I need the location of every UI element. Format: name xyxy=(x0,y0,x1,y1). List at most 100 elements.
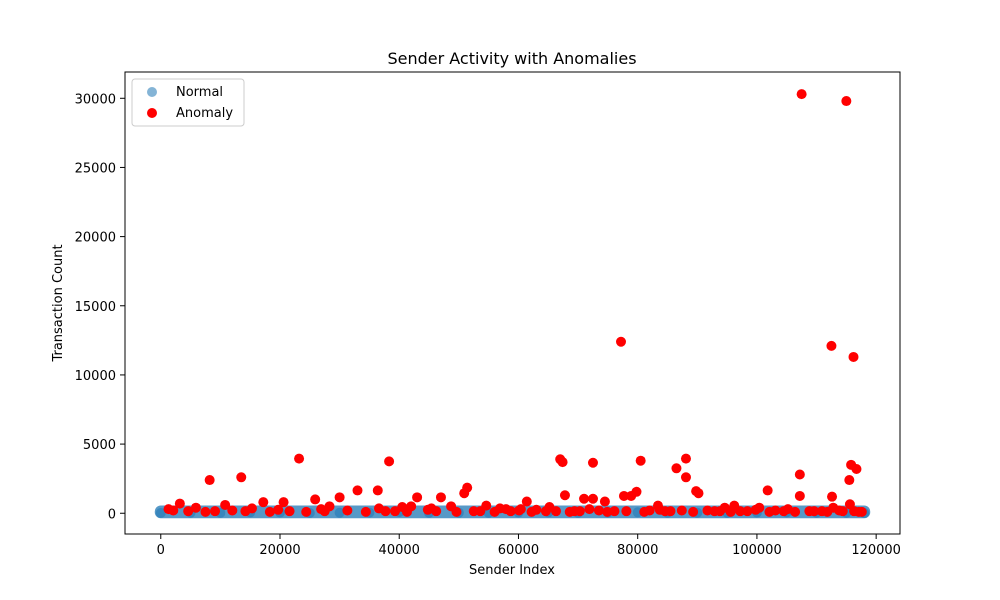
anomaly-point xyxy=(822,506,833,517)
anomaly-point xyxy=(264,506,275,517)
anomaly-point xyxy=(301,506,312,517)
x-axis: 0 20000 40000 60000 80000 100000 120000 xyxy=(157,534,901,558)
x-tick-label: 100000 xyxy=(732,543,782,558)
legend-marker-normal xyxy=(147,87,157,97)
x-tick-label: 0 xyxy=(157,543,165,558)
anomaly-point xyxy=(240,506,251,517)
anomaly-point xyxy=(593,505,604,516)
anomaly-point xyxy=(540,506,551,517)
anomaly-point xyxy=(557,457,568,468)
anomaly-point xyxy=(526,506,537,517)
anomaly-point xyxy=(459,488,470,499)
anomaly-point xyxy=(200,506,211,517)
anomaly-point xyxy=(390,506,401,517)
anomaly-point xyxy=(587,457,598,468)
anomaly-point xyxy=(210,506,221,517)
anomaly-point xyxy=(412,492,423,503)
anomaly-point xyxy=(742,506,753,517)
anomaly-point xyxy=(190,502,201,513)
anomaly-point xyxy=(352,485,363,496)
anomaly-point xyxy=(521,496,532,507)
anomaly-point xyxy=(680,453,691,464)
anomaly-point xyxy=(451,506,462,517)
anomaly-point xyxy=(174,498,185,509)
y-axis-label: Transaction Count xyxy=(51,244,66,362)
anomaly-point xyxy=(725,506,736,517)
anomaly-point xyxy=(273,504,284,515)
y-tick-label: 5000 xyxy=(83,438,116,453)
anomaly-point xyxy=(671,463,682,474)
anomaly-point xyxy=(514,505,525,516)
y-tick-label: 10000 xyxy=(75,369,116,384)
anomaly-point xyxy=(574,506,585,517)
anomaly-point xyxy=(626,490,637,501)
anomaly-point xyxy=(618,490,629,501)
legend-label-normal: Normal xyxy=(176,85,223,100)
anomaly-point xyxy=(688,506,699,517)
anomaly-point xyxy=(676,505,687,516)
anomaly-point xyxy=(826,340,837,351)
anomaly-point xyxy=(319,506,330,517)
anomaly-point xyxy=(220,499,231,510)
y-axis: 0 5000 10000 15000 20000 25000 30000 xyxy=(75,92,125,522)
anomaly-point xyxy=(183,506,194,517)
chart-title: Sender Activity with Anomalies xyxy=(387,49,636,68)
x-tick-label: 120000 xyxy=(851,543,901,558)
legend: Normal Anomaly xyxy=(131,78,245,127)
anomaly-point xyxy=(380,506,391,517)
x-tick-label: 40000 xyxy=(379,543,420,558)
anomaly-point xyxy=(844,475,855,486)
anomaly-point xyxy=(796,89,807,100)
anomaly-point xyxy=(790,506,801,517)
anomaly-point xyxy=(204,475,215,486)
anomaly-point xyxy=(342,505,353,516)
anomaly-point xyxy=(602,506,613,517)
anomaly-point xyxy=(310,494,321,505)
legend-box xyxy=(131,78,245,127)
anomaly-point xyxy=(435,492,446,503)
anomaly-point xyxy=(848,351,859,362)
anomaly-points xyxy=(163,89,867,517)
anomaly-point xyxy=(431,506,442,517)
anomaly-point xyxy=(384,456,395,467)
anomaly-point xyxy=(599,496,610,507)
anomaly-point xyxy=(258,497,269,508)
x-tick-label: 20000 xyxy=(259,543,300,558)
y-tick-label: 15000 xyxy=(75,300,116,315)
anomaly-point xyxy=(334,492,345,503)
anomaly-point xyxy=(841,96,852,107)
anomaly-point xyxy=(809,506,820,517)
normal-point xyxy=(155,507,166,518)
anomaly-point xyxy=(665,506,676,517)
anomaly-point xyxy=(693,488,704,499)
anomaly-point xyxy=(794,469,805,480)
anomaly-point xyxy=(551,506,562,517)
anomaly-point xyxy=(762,485,773,496)
x-tick-label: 60000 xyxy=(498,543,539,558)
anomaly-point xyxy=(168,505,179,516)
anomaly-point xyxy=(587,493,598,504)
anomaly-point xyxy=(372,485,383,496)
anomaly-point xyxy=(489,506,500,517)
anomaly-point xyxy=(584,504,595,515)
anomaly-point xyxy=(680,472,691,483)
anomaly-point xyxy=(827,491,838,502)
anomaly-point xyxy=(616,336,626,347)
anomaly-point xyxy=(735,506,746,517)
anomaly-point xyxy=(284,506,295,517)
legend-label-anomaly: Anomaly xyxy=(176,106,233,121)
anomaly-point xyxy=(794,490,805,501)
anomaly-point xyxy=(475,506,486,517)
y-tick-label: 25000 xyxy=(75,161,116,176)
anomaly-point xyxy=(227,505,238,516)
anomaly-point xyxy=(236,472,247,483)
legend-marker-anomaly xyxy=(147,108,157,118)
anomaly-point xyxy=(579,493,590,504)
anomaly-point xyxy=(559,490,570,501)
y-tick-label: 30000 xyxy=(75,92,116,107)
y-tick-label: 0 xyxy=(108,507,116,522)
anomaly-point xyxy=(621,506,632,517)
anomaly-point xyxy=(401,506,412,517)
anomaly-point xyxy=(635,455,646,466)
